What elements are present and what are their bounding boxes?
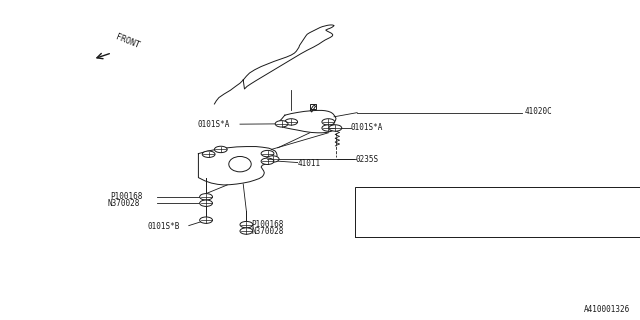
Text: A410001326: A410001326 [584, 305, 630, 314]
Circle shape [266, 156, 279, 162]
Text: P100168: P100168 [252, 220, 284, 229]
Bar [355, 187, 640, 237]
Bar [310, 104, 316, 109]
Text: 0101S*B: 0101S*B [147, 222, 180, 231]
Circle shape [329, 125, 342, 131]
Circle shape [275, 121, 288, 127]
Text: N370028: N370028 [252, 227, 284, 236]
Circle shape [322, 125, 335, 131]
Text: P100168: P100168 [110, 192, 143, 201]
Text: N370028: N370028 [108, 199, 140, 208]
Circle shape [261, 158, 274, 164]
Text: 41011: 41011 [298, 159, 321, 168]
Circle shape [200, 194, 212, 200]
Circle shape [261, 150, 274, 157]
Text: 0101S*A: 0101S*A [351, 124, 383, 132]
Text: FRONT: FRONT [114, 33, 140, 50]
Text: 0101S*A: 0101S*A [197, 120, 230, 129]
Circle shape [202, 151, 215, 157]
Circle shape [322, 119, 335, 125]
Circle shape [240, 221, 253, 228]
Circle shape [240, 228, 253, 234]
Text: 41020C: 41020C [525, 107, 552, 116]
Circle shape [200, 200, 212, 206]
Circle shape [200, 217, 212, 223]
Text: 0235S: 0235S [356, 156, 379, 164]
Circle shape [285, 119, 298, 125]
Circle shape [214, 146, 227, 153]
